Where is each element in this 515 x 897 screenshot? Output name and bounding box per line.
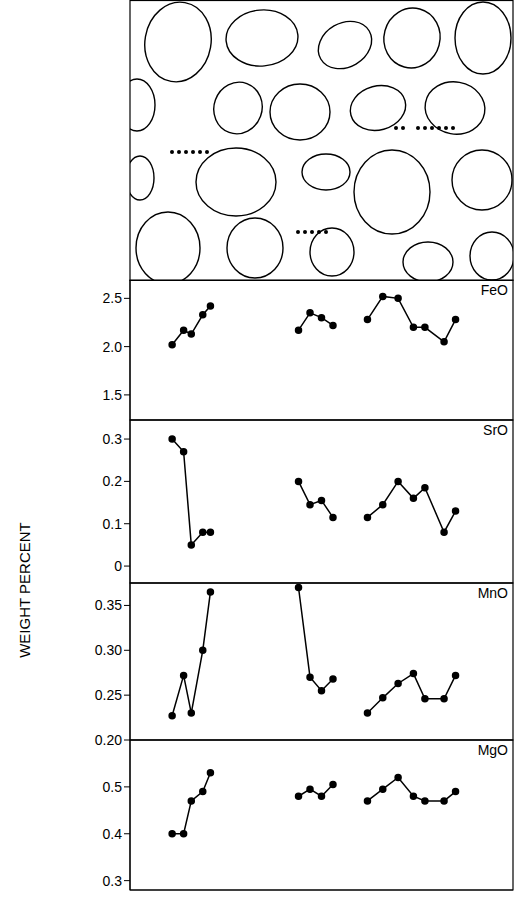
- svg-text:0.4: 0.4: [103, 826, 123, 842]
- html-text:MgO: MgO: [477, 742, 508, 758]
- svg-text:0.3: 0.3: [103, 873, 123, 889]
- svg-text:0.20: 0.20: [95, 732, 122, 748]
- svg-text:2.0: 2.0: [103, 339, 123, 355]
- svg-text:0.2: 0.2: [103, 473, 123, 489]
- svg-text:0.3: 0.3: [103, 431, 123, 447]
- html-text:MnO: MnO: [477, 585, 508, 601]
- html-text:FeO: FeO: [480, 282, 508, 298]
- svg-text:0: 0: [114, 558, 122, 574]
- svg-text:0.30: 0.30: [95, 642, 122, 658]
- html-text:WEIGHT PERCENT: WEIGHT PERCENT: [15, 522, 33, 658]
- svg-text:1.5: 1.5: [103, 387, 123, 403]
- html-text:SrO: SrO: [483, 422, 508, 438]
- svg-text:0.1: 0.1: [103, 516, 123, 532]
- svg-text:0.35: 0.35: [95, 597, 122, 613]
- svg-text:0.5: 0.5: [103, 779, 123, 795]
- svg-text:2.5: 2.5: [103, 290, 123, 306]
- svg-text:0.25: 0.25: [95, 687, 122, 703]
